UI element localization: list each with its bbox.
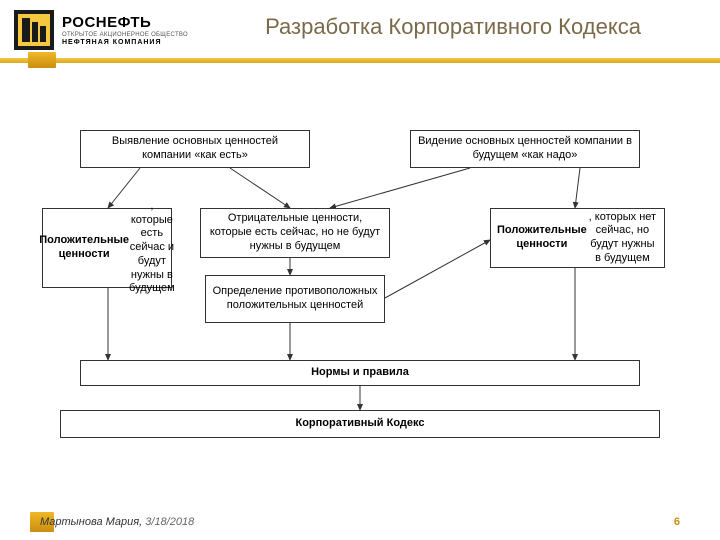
page-number: 6 (674, 516, 680, 528)
brand-subtitle-1: ОТКРЫТОЕ АКЦИОНЕРНОЕ ОБЩЕСТВО (62, 32, 188, 38)
rosneft-logo-icon (12, 8, 56, 52)
flowchart-diagram: Выявление основных ценностей компании «к… (0, 80, 720, 480)
slide-title: Разработка Корпоративного Кодекса (188, 8, 708, 40)
flowchart-node-n8: Корпоративный Кодекс (60, 410, 660, 438)
flowchart-node-n3: Положительные ценности, которые есть сей… (42, 208, 172, 288)
flowchart-node-n5: Положительные ценности, которых нет сейч… (490, 208, 665, 268)
logo-text: РОСНЕФТЬ ОТКРЫТОЕ АКЦИОНЕРНОЕ ОБЩЕСТВО Н… (62, 15, 188, 46)
flowchart-node-n6: Определение противоположных положительны… (205, 275, 385, 323)
gold-accent-top (28, 52, 56, 68)
footer-date: 3/18/2018 (145, 516, 194, 528)
footer-author: Мартынова Мария, (40, 516, 142, 528)
brand-name: РОСНЕФТЬ (62, 15, 188, 30)
logo-block: РОСНЕФТЬ ОТКРЫТОЕ АКЦИОНЕРНОЕ ОБЩЕСТВО Н… (12, 8, 188, 52)
flowchart-node-n1: Выявление основных ценностей компании «к… (80, 130, 310, 168)
gold-divider-bar (0, 58, 720, 63)
flowchart-node-n7: Нормы и правила (80, 360, 640, 386)
flowchart-node-n2: Видение основных ценностей компании в бу… (410, 130, 640, 168)
slide-header: РОСНЕФТЬ ОТКРЫТОЕ АКЦИОНЕРНОЕ ОБЩЕСТВО Н… (0, 0, 720, 58)
footer-author-date: Мартынова Мария, 3/18/2018 (40, 516, 194, 528)
brand-subtitle-2: НЕФТЯНАЯ КОМПАНИЯ (62, 39, 188, 46)
slide-footer: Мартынова Мария, 3/18/2018 6 (0, 516, 720, 528)
flowchart-node-n4: Отрицательные ценности, которые есть сей… (200, 208, 390, 258)
